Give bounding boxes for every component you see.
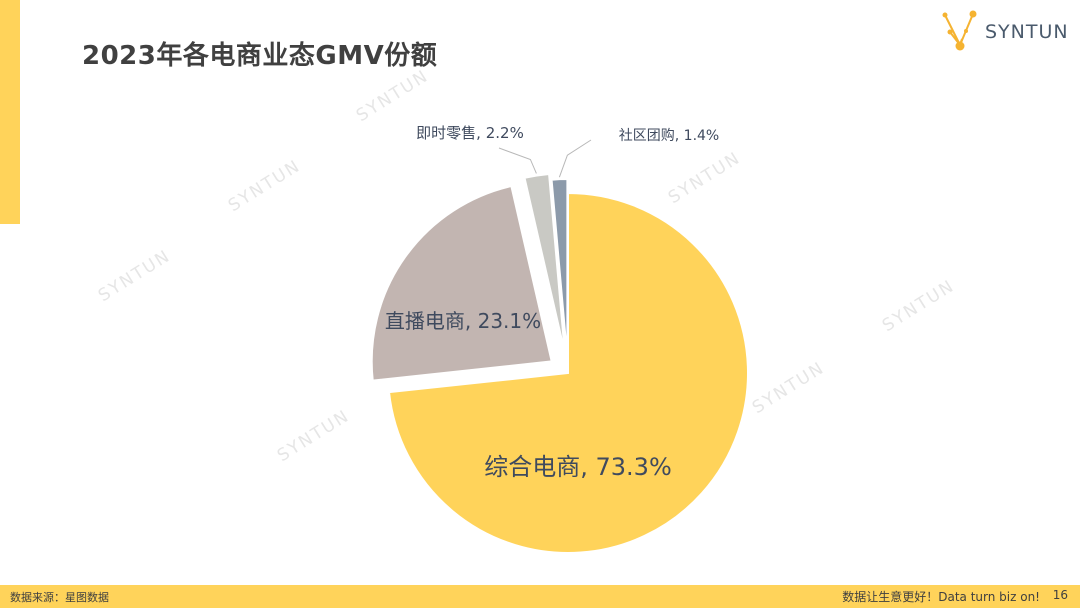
leader-line xyxy=(498,147,537,174)
page-number: 16 xyxy=(1052,588,1068,602)
logo-text: SYNTUN xyxy=(985,21,1069,43)
footer-slogan: 数据让生意更好！Data turn biz on! xyxy=(842,590,1040,604)
constellation-logo-icon xyxy=(942,10,977,51)
footer: 数据来源：星图数据 数据让生意更好！Data turn biz on! 16 xyxy=(0,585,1080,608)
pie-slice xyxy=(550,178,569,360)
pie-slice xyxy=(523,172,566,354)
data-label: 即时零售, 2.2% xyxy=(416,124,524,142)
data-label: 社区团购, 1.4% xyxy=(619,128,719,144)
footer-source: 数据来源：星图数据 xyxy=(10,591,109,604)
accent-bar xyxy=(0,0,20,224)
pie-slice xyxy=(387,191,749,554)
data-label: 综合电商, 73.3% xyxy=(484,453,672,481)
page-title: 2023年各电商业态GMV份额 xyxy=(82,41,438,71)
data-label: 直播电商, 23.1% xyxy=(385,309,541,333)
leader-line xyxy=(558,139,592,178)
pie-chart: 综合电商, 73.3% 直播电商, 23.1% 即时零售, 2.2% 社区团购, 1.… xyxy=(370,124,749,554)
pie-slice xyxy=(370,184,553,382)
